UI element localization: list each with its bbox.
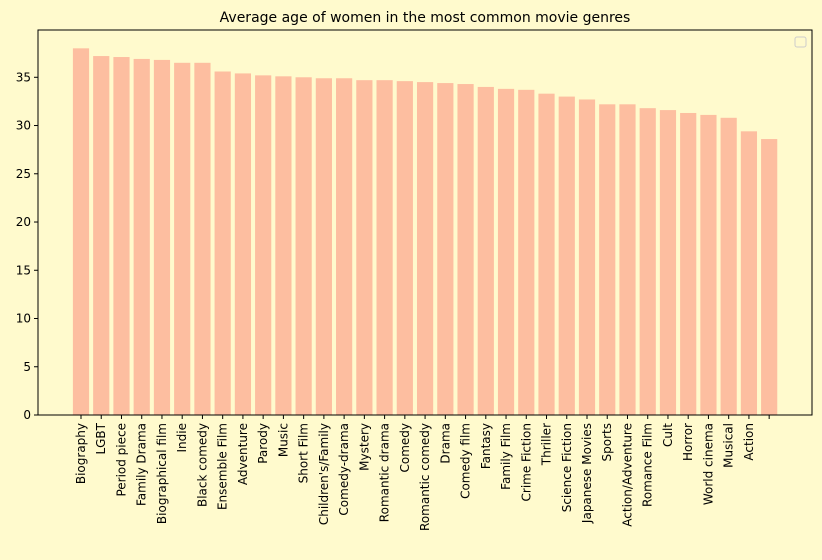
x-tick-label: Horror — [681, 423, 695, 461]
bar — [700, 114, 717, 415]
bar — [133, 58, 150, 416]
x-tick-label: Thriller — [540, 423, 554, 466]
bar — [639, 108, 656, 415]
x-tick-label: Family Drama — [135, 423, 149, 506]
bar — [275, 76, 292, 415]
x-tick-label: Family Film — [499, 423, 513, 490]
x-tick-label: Black comedy — [195, 423, 209, 507]
y-tick-label: 35 — [16, 70, 31, 84]
bar — [437, 83, 454, 415]
bar — [761, 139, 778, 415]
bar — [720, 117, 737, 416]
y-tick-label: 5 — [23, 360, 31, 374]
bar — [538, 93, 555, 416]
bar — [194, 62, 211, 416]
bar — [113, 57, 130, 415]
bar — [376, 80, 393, 415]
x-tick-label: Action — [742, 423, 756, 461]
x-tick-label: Music — [276, 423, 290, 457]
x-tick-label: Children's/Family — [317, 423, 331, 525]
x-tick-label: Romantic drama — [378, 423, 392, 522]
x-tick-label: Biographical film — [155, 423, 169, 524]
x-tick-label: Cult — [661, 423, 675, 447]
bar — [234, 73, 252, 415]
y-tick-label: 20 — [16, 215, 31, 229]
y-tick-label: 15 — [16, 263, 31, 277]
x-tick-label: Sports — [600, 423, 614, 461]
bar — [295, 77, 312, 415]
x-tick-label: Comedy film — [459, 423, 473, 499]
x-tick-label: Romantic comedy — [418, 423, 432, 531]
bar — [497, 88, 515, 415]
x-tick-label: Romance Film — [641, 423, 655, 507]
bar — [477, 86, 494, 416]
bar — [680, 112, 697, 415]
bar — [457, 84, 474, 415]
x-tick-label: Mystery — [357, 423, 371, 471]
x-tick-label: LGBT — [94, 422, 108, 454]
chart-title: Average age of women in the most common … — [220, 10, 631, 26]
y-tick-label: 0 — [23, 408, 31, 422]
bar — [619, 104, 636, 415]
bar — [93, 56, 110, 415]
bar — [356, 80, 373, 415]
x-tick-label: Biography — [74, 423, 88, 484]
bar — [740, 131, 758, 415]
bar — [518, 89, 535, 416]
x-tick-label: Crime Fiction — [519, 423, 533, 501]
bar — [336, 78, 353, 416]
x-tick-label: Short Film — [297, 423, 311, 483]
x-tick-label: Ensemble Film — [216, 423, 230, 510]
x-tick-label: World cinema — [701, 423, 715, 505]
x-tick-label: Action/Adventure — [620, 423, 634, 527]
bar — [72, 48, 90, 415]
plot-frame — [37, 29, 813, 416]
x-tick-label: Science Fiction — [560, 423, 574, 512]
x-tick-label: Adventure — [236, 423, 250, 485]
bar — [396, 81, 413, 415]
x-tick-label: Period piece — [114, 423, 128, 497]
x-tick-label: Parody — [256, 423, 270, 464]
x-tick-label: Comedy — [398, 423, 412, 473]
bar — [174, 62, 191, 416]
bar — [558, 96, 575, 415]
x-tick-label: Fantasy — [479, 423, 493, 469]
y-tick-label: 10 — [16, 312, 31, 326]
y-tick-label: 25 — [16, 167, 31, 181]
bar — [315, 78, 332, 416]
x-tick-label: Japanese Movies — [580, 423, 594, 524]
legend — [794, 36, 807, 48]
bar — [153, 59, 171, 415]
bar — [255, 75, 272, 415]
bar — [599, 104, 616, 415]
y-tick-label: 30 — [16, 119, 31, 133]
bar — [416, 82, 434, 416]
x-tick-label: Indie — [175, 423, 189, 452]
x-tick-label: Comedy-drama — [337, 423, 351, 516]
bar — [578, 99, 596, 415]
bar — [214, 71, 231, 416]
x-tick-label: Drama — [438, 423, 452, 464]
bar — [659, 110, 677, 416]
x-tick-label: Musical — [722, 423, 736, 468]
